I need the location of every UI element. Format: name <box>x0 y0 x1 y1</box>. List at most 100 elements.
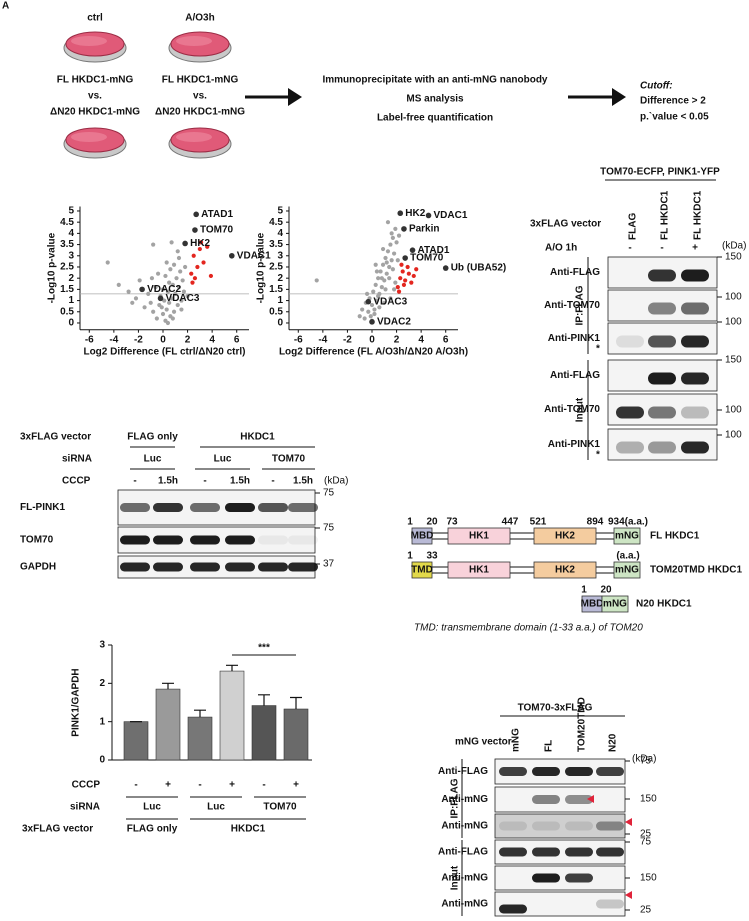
data-point <box>195 264 200 270</box>
domain-label: MBD <box>411 531 434 542</box>
y-tick-label: 2 <box>68 273 74 284</box>
row-label: siRNA <box>70 802 100 813</box>
data-point <box>393 226 398 231</box>
position-label: 20 <box>426 517 438 528</box>
marker-label: 75 <box>323 523 335 534</box>
domain-label: mNG <box>615 565 639 576</box>
data-point <box>197 246 202 252</box>
data-point <box>176 255 182 261</box>
condition-label: A/O3h <box>185 13 214 24</box>
data-point <box>126 289 131 294</box>
bar <box>155 688 181 761</box>
condition-text: ΔN20 HKDC1-mNG <box>50 107 140 118</box>
marker-label: 100 <box>725 292 742 303</box>
blot-band <box>648 372 676 385</box>
data-point <box>373 282 378 287</box>
data-point <box>362 316 367 321</box>
cccp-value: - <box>133 476 136 487</box>
domain-box <box>447 561 511 579</box>
cccp-value: 1.5h <box>158 476 178 487</box>
blot-band <box>499 847 527 857</box>
y-tick-label: 4 <box>277 228 283 239</box>
x-axis-label: Log2 Difference (FL ctrl/ΔN20 ctrl) <box>83 346 245 357</box>
y-tick-label: 2 <box>277 273 283 284</box>
position-label: 894 <box>587 517 604 528</box>
data-point <box>409 280 414 285</box>
data-point <box>392 287 397 292</box>
data-point <box>392 251 397 256</box>
data-point <box>151 242 156 247</box>
data-point <box>159 305 164 310</box>
data-point <box>208 273 214 279</box>
data-point <box>390 235 395 240</box>
position-label: 73 <box>446 517 458 528</box>
lane-label: mNG <box>511 728 522 752</box>
domain-label: HK1 <box>469 565 489 576</box>
data-point <box>384 260 389 265</box>
row-label: Anti-PINK1 <box>548 333 601 344</box>
error-bar <box>290 696 302 710</box>
data-point <box>154 316 159 321</box>
arrowhead-marker <box>625 891 632 899</box>
cccp-value: - <box>271 476 274 487</box>
condition-text: ΔN20 HKDC1-mNG <box>155 107 245 118</box>
data-point <box>133 296 139 301</box>
point-label: HK2 <box>405 208 425 219</box>
data-point <box>411 273 416 279</box>
x-tick-label: 6 <box>234 334 240 345</box>
blot-band <box>648 302 676 315</box>
data-point <box>205 244 210 249</box>
y-tick-label: 5 <box>277 206 283 217</box>
vector-value: FLAG only <box>127 432 178 443</box>
position-label: 1 <box>407 517 413 528</box>
blot-band <box>288 535 318 545</box>
cccp-value: + <box>165 780 171 791</box>
data-point <box>373 262 378 267</box>
y-tick-label: 4.5 <box>269 217 283 228</box>
data-point <box>396 289 402 294</box>
blot-band <box>681 335 709 348</box>
blot-band <box>153 562 183 572</box>
y-tick-label: 1.5 <box>60 284 74 295</box>
blot-band <box>532 873 560 883</box>
marker-label: 150 <box>725 252 742 263</box>
blot-band <box>648 335 676 348</box>
arrow-head <box>612 88 626 106</box>
asterisk: * <box>596 450 600 461</box>
blot-band <box>499 821 527 831</box>
data-point <box>314 278 319 283</box>
data-point <box>105 260 110 265</box>
row-label: Anti-PINK1 <box>548 439 601 450</box>
labeled-point <box>157 295 164 302</box>
cutoff-title: Cutoff: <box>640 81 673 92</box>
data-point <box>170 316 175 321</box>
data-point <box>137 278 142 283</box>
data-point <box>387 264 392 270</box>
y-tick-label: 3 <box>68 250 74 261</box>
arrow-head <box>288 88 302 106</box>
blot-band <box>681 372 709 385</box>
data-point <box>146 291 151 296</box>
labeled-point <box>365 298 372 305</box>
domain-box <box>613 561 641 579</box>
bar <box>123 721 149 761</box>
data-point <box>357 314 362 319</box>
marker-label: 150 <box>640 873 657 884</box>
data-point <box>388 296 393 301</box>
row-label: siRNA <box>62 454 92 465</box>
blot-band <box>258 562 288 572</box>
cccp-value: - <box>134 780 137 791</box>
x-tick-label: 2 <box>185 334 191 345</box>
domain-box <box>533 527 597 545</box>
row-label: CCCP <box>72 780 101 791</box>
data-point <box>169 296 174 301</box>
row-label: 3xFLAG vector <box>22 824 93 835</box>
blot-band <box>565 821 593 831</box>
lane-label: N20 <box>608 733 619 752</box>
data-point <box>181 289 186 294</box>
domain-label: mNG <box>615 531 639 542</box>
data-point <box>164 260 169 265</box>
data-point <box>403 278 408 283</box>
data-point <box>368 314 373 319</box>
data-point <box>178 269 183 274</box>
